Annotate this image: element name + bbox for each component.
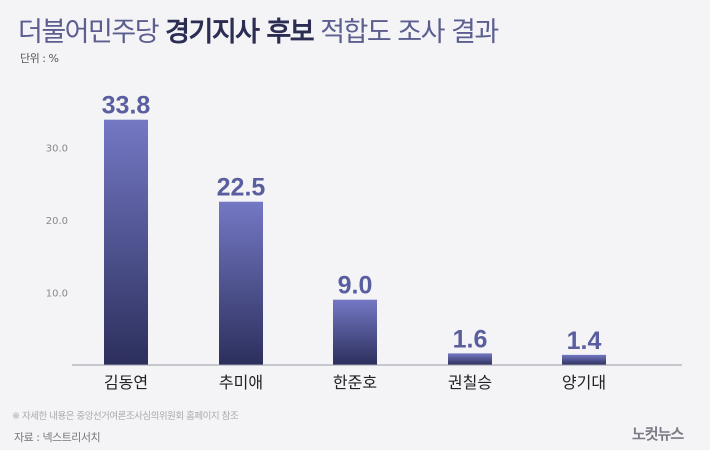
unit-label: 단위 : % bbox=[20, 52, 59, 65]
bar bbox=[448, 353, 492, 365]
publisher-logo: 노컷뉴스 bbox=[632, 425, 684, 443]
x-category-label: 김동연 bbox=[104, 373, 148, 392]
source-label: 자료 : 넥스트리서치 bbox=[14, 431, 101, 444]
bar bbox=[219, 201, 263, 365]
bar bbox=[333, 299, 377, 365]
y-tick-label: 10.0 bbox=[46, 288, 68, 299]
x-category-label: 추미애 bbox=[219, 373, 263, 392]
footnote: ※ 자세한 내용은 중앙선거여론조사심의위원회 홈페이지 참조 bbox=[12, 411, 239, 422]
chart-title: 더불어민주당 경기지사 후보 적합도 조사 결과 bbox=[18, 10, 499, 49]
title-subject: 적합도 조사 결과 bbox=[320, 17, 499, 48]
title-party: 더불어민주당 bbox=[18, 17, 160, 48]
bar bbox=[562, 354, 606, 365]
bar-value-label: 1.6 bbox=[453, 325, 488, 353]
y-tick-label: 20.0 bbox=[46, 216, 68, 227]
bar-value-label: 33.8 bbox=[102, 92, 151, 120]
bar bbox=[104, 119, 148, 365]
x-category-label: 한준호 bbox=[333, 373, 377, 392]
title-race: 경기지사 후보 bbox=[165, 17, 314, 48]
bar-value-label: 1.4 bbox=[567, 327, 602, 355]
x-category-label: 권칠승 bbox=[448, 373, 492, 392]
bar-value-label: 9.0 bbox=[338, 272, 373, 300]
bar-value-label: 22.5 bbox=[217, 174, 266, 202]
y-tick-label: 30.0 bbox=[46, 143, 68, 154]
x-axis-labels: 김동연 추미애 한준호 권칠승 양기대 bbox=[104, 373, 606, 392]
bars: 33.8 22.5 9.0 1.6 1.4 bbox=[102, 92, 606, 365]
y-axis: 10.0 20.0 30.0 bbox=[46, 143, 68, 299]
x-category-label: 양기대 bbox=[562, 373, 606, 392]
